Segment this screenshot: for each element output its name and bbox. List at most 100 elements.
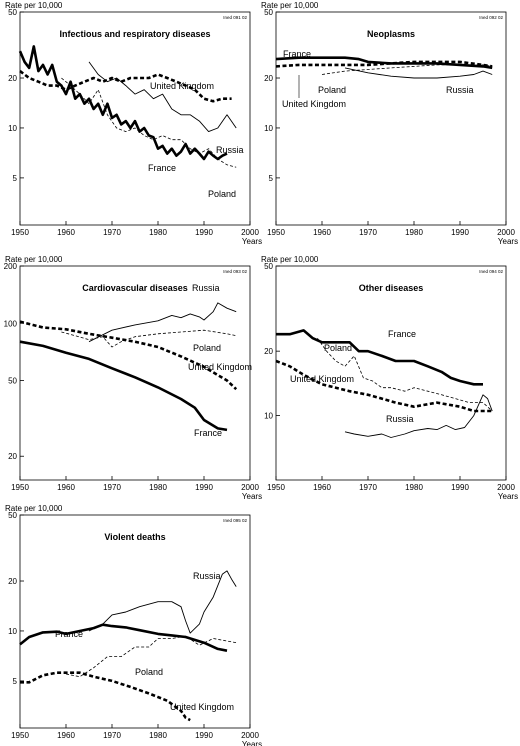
x-tick-label: 1960 (313, 483, 331, 492)
x-tick-label: 1980 (149, 731, 167, 740)
y-axis-label: Rate per 10,000 (5, 504, 63, 513)
series-line-russia (88, 570, 237, 634)
series-label-france: France (55, 629, 83, 639)
x-tick-label: 2000 (241, 228, 259, 237)
y-tick-label: 20 (8, 577, 17, 586)
series-label-united-kingdom: United Kingdom (170, 702, 234, 712)
chart-title: Violent deaths (104, 532, 165, 542)
x-axis-label: Years (498, 492, 518, 501)
y-tick-label: 10 (264, 412, 273, 421)
x-axis-label: Years (242, 237, 262, 246)
series-label-russia: Russia (192, 283, 220, 293)
series-line-poland (65, 635, 237, 678)
series-line-poland (317, 337, 493, 412)
series-line-united-kingdom (275, 60, 493, 68)
x-tick-label: 1970 (359, 228, 377, 237)
series-label-france: France (283, 49, 311, 59)
x-tick-label: 1970 (103, 228, 121, 237)
y-tick-label: 10 (8, 124, 17, 133)
plot-frame (19, 514, 251, 729)
x-tick-label: 1950 (267, 483, 285, 492)
series-line-france (18, 45, 228, 161)
series-line-united-kingdom (20, 671, 191, 722)
x-tick-label: 1960 (57, 731, 75, 740)
x-tick-label: 1980 (149, 483, 167, 492)
series-line-russia (344, 394, 493, 438)
chart-code: Ined 092 02 (479, 15, 503, 20)
x-tick-label: 1990 (195, 228, 213, 237)
chart-other-diseases: 10 20 50 1950 1960 1970 1980 1990 2000 Rate per 1… (261, 255, 518, 501)
y-tick-label: 50 (8, 377, 17, 386)
chart-infectious-and-respiratory-diseases: 5 10 20 50 1950 1960 1970 1980 1990 2000 Rate per … (5, 1, 262, 246)
y-tick-label: 20 (264, 347, 273, 356)
series-line-russia (344, 67, 493, 79)
y-axis-label: Rate per 10,000 (5, 1, 63, 10)
series-label-poland: Poland (324, 343, 352, 353)
x-tick-label: 1970 (103, 483, 121, 492)
y-tick-label: 50 (264, 262, 273, 271)
series-label-france: France (194, 428, 222, 438)
series-line-russia (88, 61, 237, 133)
x-tick-label: 2000 (241, 731, 259, 740)
x-tick-label: 1980 (405, 483, 423, 492)
chart-title: Cardiovascular diseases (82, 283, 188, 293)
y-tick-label: 5 (13, 174, 18, 183)
x-tick-label: 1990 (451, 228, 469, 237)
chart-violent-deaths: 5 10 20 50 1950 1960 1970 1980 1990 2000 Rate per … (5, 504, 262, 746)
x-tick-label: 2000 (241, 483, 259, 492)
series-label-poland: Poland (318, 85, 346, 95)
series-label-russia: Russia (193, 571, 221, 581)
plot-frame (19, 265, 251, 481)
y-tick-label: 10 (264, 124, 273, 133)
series-line-united-kingdom (275, 359, 493, 413)
x-tick-label: 2000 (497, 483, 515, 492)
chart-neoplasms: 5 10 20 50 1950 1960 1970 1980 1990 2000 Rate per … (261, 1, 518, 246)
x-tick-label: 1950 (267, 228, 285, 237)
plot-frame (275, 265, 507, 481)
y-tick-label: 10 (8, 627, 17, 636)
y-tick-label: 100 (4, 319, 18, 328)
y-axis-label: Rate per 10,000 (261, 1, 319, 10)
series-label-russia: Russia (386, 414, 414, 424)
x-tick-label: 1990 (451, 483, 469, 492)
y-tick-label: 50 (264, 8, 273, 17)
chart-code: Ined 093 02 (223, 269, 247, 274)
chart-code: Ined 091 02 (223, 15, 247, 20)
series-line-france (276, 329, 483, 386)
chart-title: Neoplasms (367, 29, 415, 39)
series-line-poland (321, 64, 493, 75)
x-tick-label: 1950 (11, 731, 29, 740)
y-tick-label: 5 (269, 174, 274, 183)
y-tick-label: 20 (8, 74, 17, 83)
y-tick-label: 5 (13, 677, 18, 686)
series-label-united-kingdom: United Kingdom (290, 374, 354, 384)
y-axis-label: Rate per 10,000 (5, 255, 63, 264)
series-label-united-kingdom: United Kingdom (282, 99, 346, 109)
plot-frame (275, 11, 507, 226)
x-tick-label: 1950 (11, 228, 29, 237)
x-tick-label: 1980 (149, 228, 167, 237)
series-label-united-kingdom: United Kingdom (150, 81, 214, 91)
x-tick-label: 1970 (103, 731, 121, 740)
plot-frame (19, 11, 251, 226)
series-line-poland (61, 329, 237, 348)
y-tick-label: 20 (264, 74, 273, 83)
series-label-russia: Russia (446, 85, 474, 95)
series-label-france: France (148, 163, 176, 173)
x-tick-label: 1960 (57, 228, 75, 237)
x-axis-label: Years (498, 237, 518, 246)
chart-title: Infectious and respiratory diseases (59, 29, 210, 39)
y-tick-label: 20 (8, 452, 17, 461)
x-tick-label: 1950 (11, 483, 29, 492)
y-tick-label: 50 (8, 8, 17, 17)
series-line-russia (88, 302, 237, 343)
chart-code: Ined 095 02 (223, 518, 247, 523)
x-tick-label: 1960 (57, 483, 75, 492)
x-tick-label: 2000 (497, 228, 515, 237)
series-line-united-kingdom (19, 70, 232, 103)
series-line-france (19, 623, 228, 652)
x-axis-label: Years (242, 740, 262, 746)
chart-cardiovascular-diseases: 20 50 100 200 1950 1960 1970 1980 1990 2000 Rate p… (4, 255, 262, 501)
series-line-united-kingdom (19, 320, 238, 391)
